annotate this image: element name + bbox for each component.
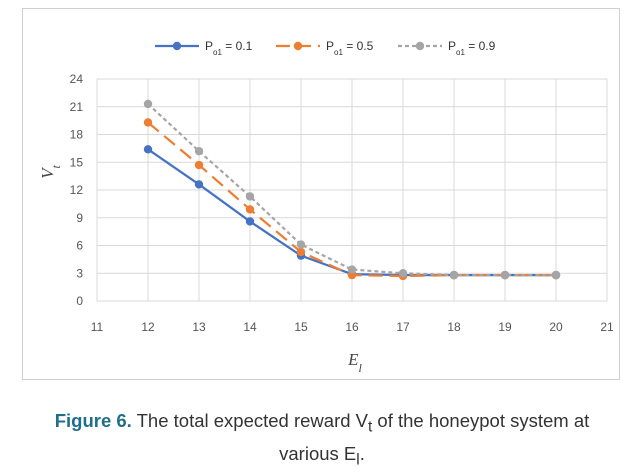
legend-marker <box>172 41 182 51</box>
y-tick-label: 18 <box>70 128 84 142</box>
data-point <box>500 270 510 280</box>
legend-marker <box>415 41 425 51</box>
data-point <box>245 217 255 226</box>
y-tick-label: 3 <box>76 266 83 280</box>
y-tick-label: 24 <box>70 72 84 86</box>
data-point <box>194 180 204 189</box>
x-tick-label: 12 <box>141 320 155 334</box>
legend-label: Po1 = 0.1 <box>205 39 253 57</box>
y-axis-label-main: V <box>38 166 57 179</box>
x-tick-label: 15 <box>294 320 308 334</box>
figure-number: Figure 6. <box>54 410 132 431</box>
legend-marker <box>293 41 303 51</box>
x-tick-label: 18 <box>447 320 461 334</box>
legend-item-3: Po1 = 0.9 <box>398 39 496 57</box>
caption-line2-after: . <box>359 442 365 464</box>
data-point <box>296 240 306 249</box>
series-lines <box>143 99 561 281</box>
x-axis-label: El <box>347 350 362 375</box>
caption-text-mid: of the honeypot system at <box>372 410 590 431</box>
series-line <box>147 103 556 277</box>
x-tick-label: 17 <box>396 320 410 334</box>
figure-caption: Figure 6. The total expected reward Vt o… <box>0 408 644 473</box>
y-axis-label-sub: t <box>49 164 63 168</box>
data-point <box>143 118 153 127</box>
y-tick-label: 0 <box>76 294 83 308</box>
x-tick-label: 11 <box>91 320 104 334</box>
x-tick-label: 19 <box>498 320 512 334</box>
y-tick-labels: 0 3 6 9 12 15 18 21 24 <box>70 72 84 308</box>
caption-line2-before: various E <box>279 442 357 464</box>
data-point <box>143 99 153 109</box>
chart-frame: 0 3 6 9 12 15 18 21 24 11 12 13 14 15 16 17 18 19 20 21 Po… <box>22 8 620 380</box>
x-tick-label: 13 <box>192 320 206 334</box>
caption-sub-2: l <box>356 451 360 469</box>
data-point <box>143 145 153 154</box>
line-chart: 0 3 6 9 12 15 18 21 24 11 12 13 14 15 16 17 18 19 20 21 Po… <box>38 39 614 375</box>
data-point <box>194 160 204 170</box>
x-tick-label: 20 <box>549 320 563 334</box>
caption-line-2: various El. <box>0 441 644 473</box>
caption-line-1: Figure 6. The total expected reward Vt o… <box>0 408 644 441</box>
legend-label: Po1 = 0.5 <box>326 39 374 57</box>
y-tick-label: 12 <box>70 183 84 197</box>
data-point <box>551 270 561 280</box>
data-point <box>296 247 306 257</box>
y-tick-label: 6 <box>76 239 83 253</box>
legend-item-1: Po1 = 0.1 <box>155 39 253 57</box>
legend: Po1 = 0.1 Po1 = 0.5 Po1 = 0.9 <box>155 39 496 57</box>
caption-text-before: The total expected reward V <box>131 410 368 431</box>
data-point <box>194 146 204 156</box>
x-tick-label: 14 <box>243 320 257 334</box>
legend-label: Po1 = 0.9 <box>448 39 496 57</box>
x-axis-label-sub: l <box>359 361 363 375</box>
x-tick-label: 21 <box>600 320 614 334</box>
data-point <box>245 205 255 214</box>
y-tick-label: 15 <box>70 155 84 169</box>
x-axis-label-main: E <box>347 350 359 369</box>
data-point <box>449 270 459 280</box>
y-axis-label: Vt <box>38 164 63 178</box>
x-tick-labels: 11 12 13 14 15 16 17 18 19 20 21 <box>91 320 614 334</box>
series-3 <box>143 99 561 280</box>
y-tick-label: 9 <box>76 211 83 225</box>
caption-sub-1: t <box>368 418 373 436</box>
gridlines <box>96 78 608 302</box>
data-point <box>398 269 408 278</box>
legend-item-2: Po1 = 0.5 <box>276 39 374 57</box>
data-point <box>245 192 255 201</box>
x-tick-label: 16 <box>345 320 359 334</box>
data-point <box>347 265 357 274</box>
y-tick-label: 21 <box>70 100 84 114</box>
